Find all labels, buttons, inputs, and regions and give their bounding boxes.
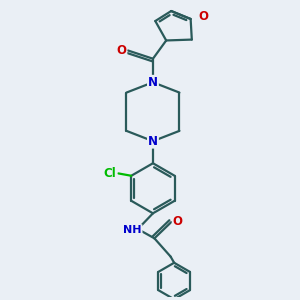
Text: NH: NH [123, 225, 142, 235]
Text: O: O [116, 44, 126, 57]
Text: O: O [173, 215, 183, 228]
Text: Cl: Cl [104, 167, 116, 180]
Text: O: O [199, 11, 208, 23]
Text: N: N [148, 76, 158, 89]
Text: N: N [148, 135, 158, 148]
